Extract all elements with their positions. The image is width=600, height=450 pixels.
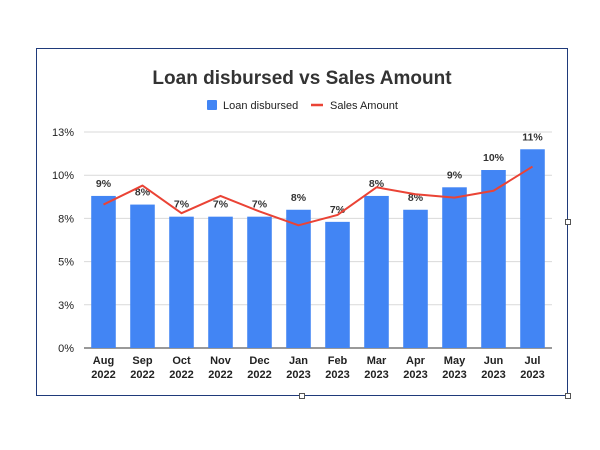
x-tick-label-month: Sep [132, 355, 152, 367]
x-tick-label-month: Apr [406, 355, 426, 367]
x-tick-label-year: 2022 [208, 369, 232, 381]
sales-line-layer [103, 165, 534, 227]
resize-handle-right[interactable] [565, 219, 571, 225]
bar [247, 216, 272, 348]
x-tick-label-month: Jul [525, 355, 541, 367]
y-tick-label: 13% [52, 127, 74, 139]
bar [208, 216, 233, 348]
bar-data-label: 10% [483, 152, 505, 164]
legend-label-sales-amount: Sales Amount [330, 100, 398, 112]
resize-handle-bottom[interactable] [299, 393, 305, 399]
grid [84, 131, 552, 349]
sales-amount-line [103, 165, 534, 227]
y-tick-label: 10% [52, 170, 74, 182]
x-tick-label-month: Nov [210, 355, 232, 367]
bar-data-label: 7% [252, 199, 268, 211]
x-tick-label-year: 2023 [364, 369, 388, 381]
y-tick-label: 5% [58, 257, 74, 269]
bar [520, 149, 545, 348]
x-tick-label-year: 2022 [247, 369, 271, 381]
bar [364, 195, 389, 348]
legend-swatch-loan-disbursed [207, 100, 217, 110]
x-tick-label-year: 2022 [130, 369, 154, 381]
y-tick-label: 3% [58, 300, 74, 312]
x-tick-label-year: 2023 [442, 369, 466, 381]
x-tick-label-month: Jun [484, 355, 504, 367]
bar-data-labels: 9%8%7% 7% 7%8%7%8%8%9%10%11% [96, 131, 543, 216]
bar [130, 204, 155, 348]
x-tick-label-year: 2023 [286, 369, 310, 381]
legend-label-loan-disbursed: Loan disbursed [223, 100, 298, 112]
bar [169, 216, 194, 348]
x-tick-label-year: 2022 [169, 369, 193, 381]
bar-data-label: 8% [291, 192, 307, 204]
bar [286, 209, 311, 348]
x-tick-label-month: Dec [249, 355, 269, 367]
bar [403, 209, 428, 348]
bar [481, 170, 506, 348]
bar-data-label: 7% [213, 199, 229, 211]
resize-handle-corner[interactable] [565, 393, 571, 399]
bar [442, 187, 467, 348]
y-axis: 0% 3% 5% 8% 10% 13% [52, 127, 74, 355]
x-tick-label-year: 2023 [520, 369, 544, 381]
x-tick-label-month: Oct [172, 355, 191, 367]
x-tick-label-month: May [444, 355, 466, 367]
x-axis: Aug 2022 Sep 2022 Oct 2022 Nov 2022 Dec 2022 Jan 20… [91, 355, 544, 381]
bar [325, 221, 350, 348]
y-tick-label: 8% [58, 213, 74, 225]
x-tick-label-month: Aug [93, 355, 114, 367]
bar-data-label: 7% [174, 199, 190, 211]
bar-data-label: 11% [522, 131, 543, 143]
legend: Loan disbursed Sales Amount [207, 100, 398, 112]
x-tick-label-month: Feb [328, 355, 348, 367]
bar [91, 195, 116, 348]
bar-data-label: 9% [96, 178, 112, 190]
bar-data-label: 9% [447, 169, 463, 181]
x-tick-label-year: 2022 [91, 369, 115, 381]
x-tick-label-year: 2023 [481, 369, 505, 381]
bar-data-label: 8% [369, 178, 385, 190]
chart-title: Loan disbursed vs Sales Amount [152, 68, 452, 89]
x-tick-label-month: Jan [289, 355, 308, 367]
x-tick-label-month: Mar [367, 355, 387, 367]
x-tick-label-year: 2023 [325, 369, 349, 381]
x-tick-label-year: 2023 [403, 369, 427, 381]
y-tick-label: 0% [58, 343, 74, 355]
bars [91, 149, 545, 348]
